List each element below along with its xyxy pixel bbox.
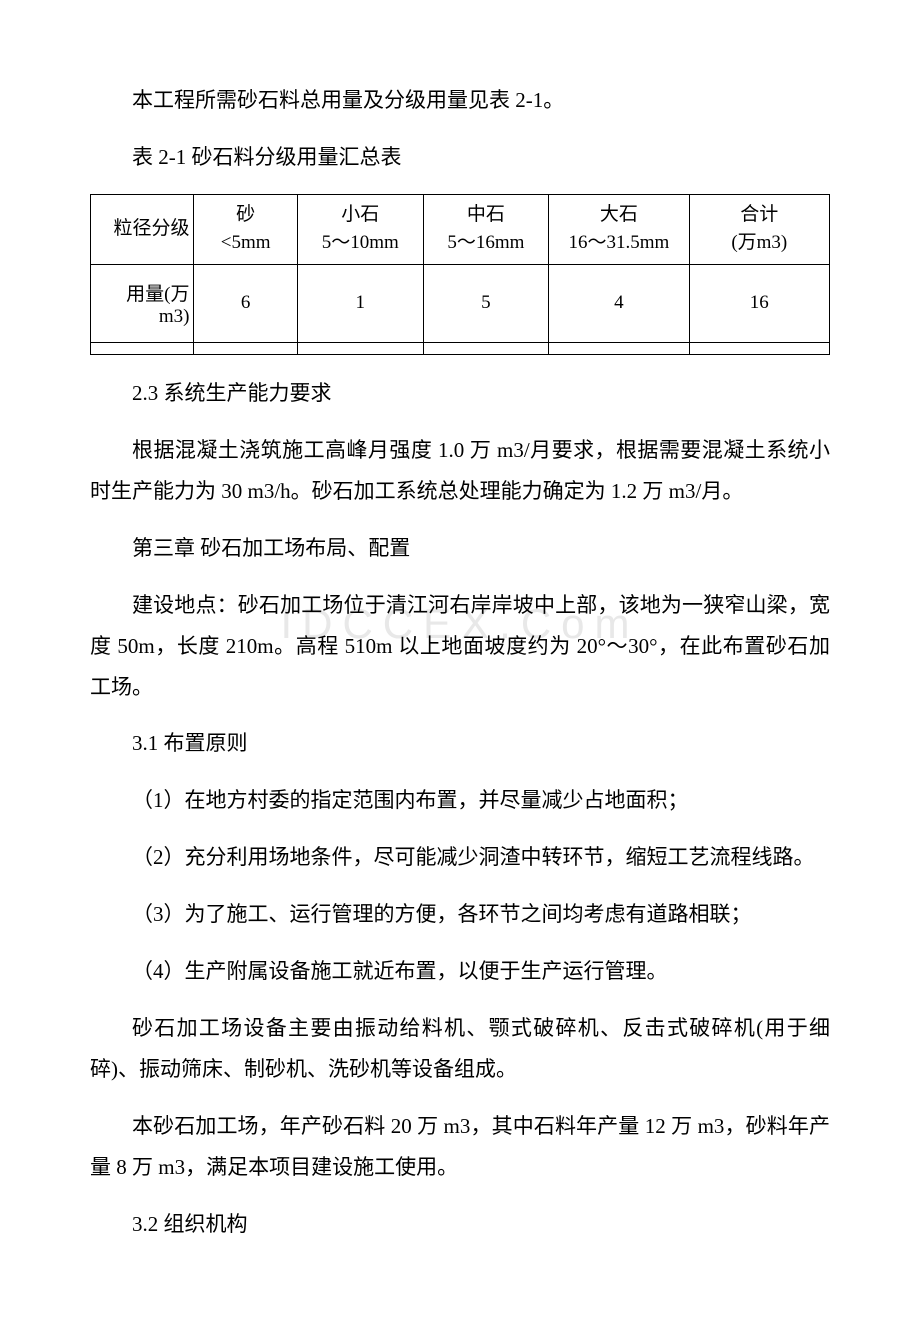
val-total: 16	[689, 264, 829, 342]
chapter-3-body: 建设地点：砂石加工场位于清江河右岸岸坡中上部，该地为一狭窄山梁，宽度 50m，长…	[90, 585, 830, 708]
table-header-row: 粒径分级 砂 <5mm 小石 5～10mm 中石 5～16mm 大石 16～31…	[91, 194, 830, 264]
intro-text: 本工程所需砂石料总用量及分级用量见表 2-1。	[90, 80, 830, 121]
principle-1: （1）在地方村委的指定范围内布置，并尽量减少占地面积；	[90, 780, 830, 821]
header-small-main: 小石	[302, 201, 419, 230]
principle-4: （4）生产附属设备施工就近布置，以便于生产运行管理。	[90, 951, 830, 992]
header-sand: 砂 <5mm	[194, 194, 297, 264]
val-sand: 6	[194, 264, 297, 342]
header-large: 大石 16～31.5mm	[549, 194, 689, 264]
table-data-row: 用量(万 m3) 6 1 5 4 16	[91, 264, 830, 342]
header-sand-main: 砂	[198, 201, 292, 230]
header-small: 小石 5～10mm	[297, 194, 423, 264]
row-label: 用量(万 m3)	[91, 264, 194, 342]
header-mid-sub: 5～16mm	[428, 229, 545, 258]
header-sand-sub: <5mm	[198, 229, 292, 258]
val-small: 1	[297, 264, 423, 342]
table-empty-row	[91, 342, 830, 354]
capacity-desc: 本砂石加工场，年产砂石料 20 万 m3，其中石料年产量 12 万 m3，砂料年…	[90, 1106, 830, 1188]
principle-3: （3）为了施工、运行管理的方便，各环节之间均考虑有道路相联；	[90, 894, 830, 935]
header-col-label: 粒径分级	[91, 194, 194, 264]
header-mid: 中石 5～16mm	[423, 194, 549, 264]
section-2-3-title: 2.3 系统生产能力要求	[90, 373, 830, 414]
header-small-sub: 5～10mm	[302, 229, 419, 258]
header-large-main: 大石	[553, 201, 684, 230]
equipment-desc: 砂石加工场设备主要由振动给料机、颚式破碎机、反击式破碎机(用于细碎)、振动筛床、…	[90, 1008, 830, 1090]
chapter-3-title: 第三章 砂石加工场布局、配置	[90, 528, 830, 569]
val-large: 4	[549, 264, 689, 342]
header-mid-main: 中石	[428, 201, 545, 230]
aggregate-usage-table: 粒径分级 砂 <5mm 小石 5～10mm 中石 5～16mm 大石 16～31…	[90, 194, 830, 355]
section-2-3-body: 根据混凝土浇筑施工高峰月强度 1.0 万 m3/月要求，根据需要混凝土系统小时生…	[90, 430, 830, 512]
header-total-main: 合计	[694, 201, 825, 230]
header-total-sub: (万m3)	[694, 229, 825, 258]
header-total: 合计 (万m3)	[689, 194, 829, 264]
header-large-sub: 16～31.5mm	[553, 229, 684, 258]
val-mid: 5	[423, 264, 549, 342]
table-caption: 表 2-1 砂石料分级用量汇总表	[90, 137, 830, 178]
principle-2: （2）充分利用场地条件，尽可能减少洞渣中转环节，缩短工艺流程线路。	[90, 837, 830, 878]
section-3-1-title: 3.1 布置原则	[90, 723, 830, 764]
section-3-2-title: 3.2 组织机构	[90, 1204, 830, 1245]
